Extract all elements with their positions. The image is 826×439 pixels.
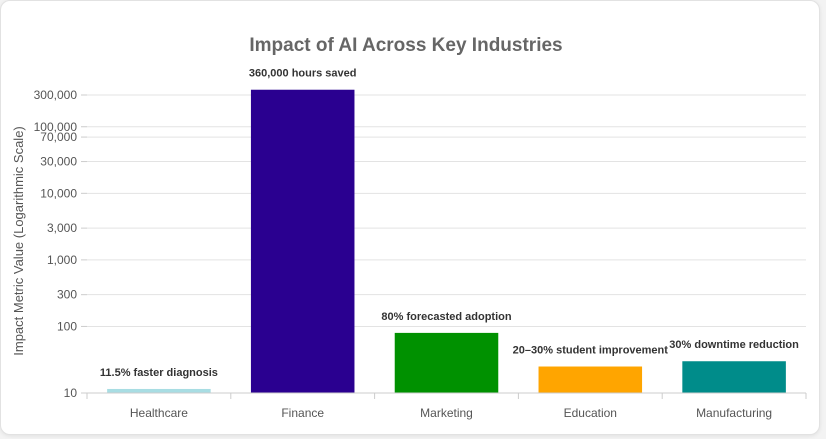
data-label: 11.5% faster diagnosis xyxy=(100,367,218,379)
bar-chart: Impact of AI Across Key Industries 10 100… xyxy=(11,35,807,420)
bar xyxy=(394,332,499,393)
data-label: 20–30% student improvement xyxy=(513,345,669,357)
y-tick-label: 10,000 xyxy=(40,186,77,200)
y-axis-ticks: 10 100 300 1,000 3,000 10,000 30,000 70,000100,… xyxy=(34,88,78,400)
x-tick-label: Education xyxy=(564,406,617,420)
y-tick-label: 300 xyxy=(57,288,77,302)
y-tick-label: 70,000 xyxy=(40,130,77,144)
data-label: 80% forecasted adoption xyxy=(381,311,511,323)
bar xyxy=(250,89,355,393)
x-tick-label: Marketing xyxy=(420,406,473,420)
y-axis-label: Impact Metric Value (Logarithmic Scale) xyxy=(11,126,26,356)
data-labels: 11.5% faster diagnosis 360,000 hours save… xyxy=(100,68,799,379)
y-tick-label: 10 xyxy=(64,386,78,400)
y-tick-label: 100,000 xyxy=(34,120,78,134)
bar xyxy=(682,361,786,393)
x-tick-label: Healthcare xyxy=(130,406,188,420)
bar xyxy=(538,366,643,393)
y-tick-label: 300,000 xyxy=(34,88,78,102)
y-tick-label: 30,000 xyxy=(40,155,77,169)
grid-lines xyxy=(81,94,806,394)
x-tick-label: Manufacturing xyxy=(696,406,772,420)
y-tick-label: 100 xyxy=(57,319,77,333)
y-tick-label: 3,000 xyxy=(47,221,77,235)
data-label: 30% downtime reduction xyxy=(669,339,799,351)
chart-title: Impact of AI Across Key Industries xyxy=(249,35,562,56)
x-tick-label: Finance xyxy=(281,406,324,420)
bar xyxy=(107,388,211,393)
data-label: 360,000 hours saved xyxy=(249,68,357,80)
bars xyxy=(107,89,786,393)
y-tick-label: 1,000 xyxy=(47,253,77,267)
x-axis-ticks: Healthcare Finance Marketing Education Manuf… xyxy=(86,393,807,420)
